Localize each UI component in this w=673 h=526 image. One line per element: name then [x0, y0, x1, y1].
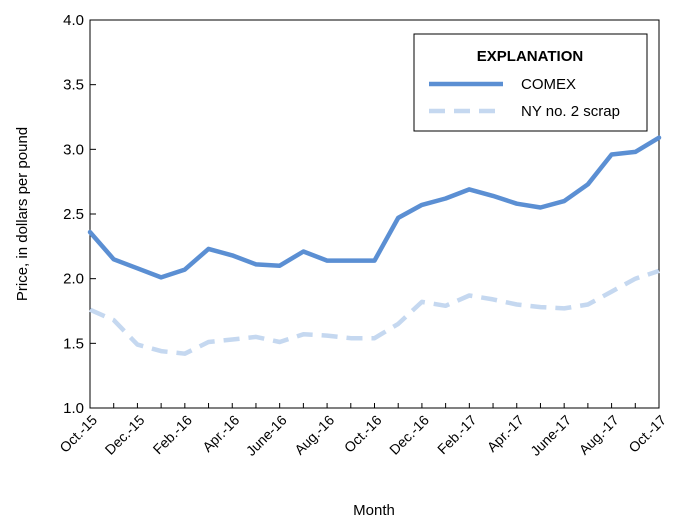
x-tick-label: Dec.-15 — [102, 412, 148, 458]
y-axis: 1.0 1.5 2.0 2.5 3.0 3.5 4.0 — [63, 12, 96, 417]
x-tick-label: Oct.-15 — [56, 412, 100, 456]
y-tick-label-3-5: 3.5 — [63, 77, 84, 94]
x-tick-label: Feb.-17 — [434, 412, 480, 458]
legend: EXPLANATION COMEX NY no. 2 scrap — [413, 33, 648, 132]
legend-label-ny-scrap: NY no. 2 scrap — [521, 103, 620, 120]
x-tick-label: Oct.-16 — [341, 412, 385, 456]
x-tick-label: June-17 — [527, 412, 574, 459]
legend-label-comex: COMEX — [521, 76, 576, 93]
y-tick-label-3-0: 3.0 — [63, 141, 84, 158]
x-tick-label: Aug.-16 — [291, 412, 337, 458]
y-axis-label: Price, in dollars per pound — [14, 127, 31, 301]
series-line-ny-scrap — [89, 268, 660, 356]
series-layer — [87, 135, 662, 356]
y-tick-label-2-0: 2.0 — [63, 271, 84, 288]
x-tick-label: June-16 — [243, 412, 290, 459]
y-tick-label-1-5: 1.5 — [63, 335, 84, 352]
y-tick-label-1-0: 1.0 — [63, 400, 84, 417]
x-tick-label: Aug.-17 — [576, 412, 622, 458]
x-tick-label: Apr.-16 — [199, 412, 242, 455]
x-axis: Oct.-15 Dec.-15 Feb.-16 Apr.-16 June-16 Aug.-… — [56, 403, 669, 459]
x-axis-label: Month — [353, 502, 395, 519]
y-tick-label-2-5: 2.5 — [63, 206, 84, 223]
x-tick-label: Feb.-16 — [150, 412, 196, 458]
x-tick-label: Apr.-17 — [484, 412, 527, 455]
x-tick-label: Dec.-16 — [386, 412, 432, 458]
y-tick-label-4-0: 4.0 — [63, 12, 84, 29]
series-line-comex — [87, 135, 662, 280]
legend-title: EXPLANATION — [477, 48, 583, 65]
x-tick-label: Oct.-17 — [625, 412, 669, 456]
